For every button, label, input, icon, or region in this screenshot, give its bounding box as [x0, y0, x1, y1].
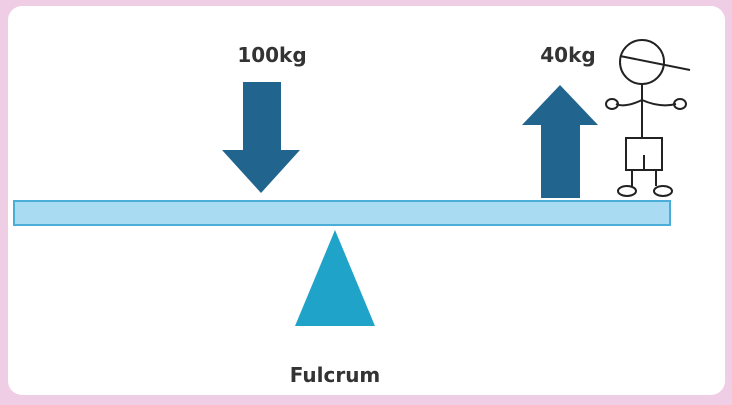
beam — [14, 201, 670, 225]
load-label: 100kg — [237, 43, 306, 67]
fulcrum-label: Fulcrum — [290, 363, 381, 387]
effort-label: 40kg — [540, 43, 595, 67]
lever-diagram: 100kg 40kg Fulcrum — [0, 0, 732, 401]
